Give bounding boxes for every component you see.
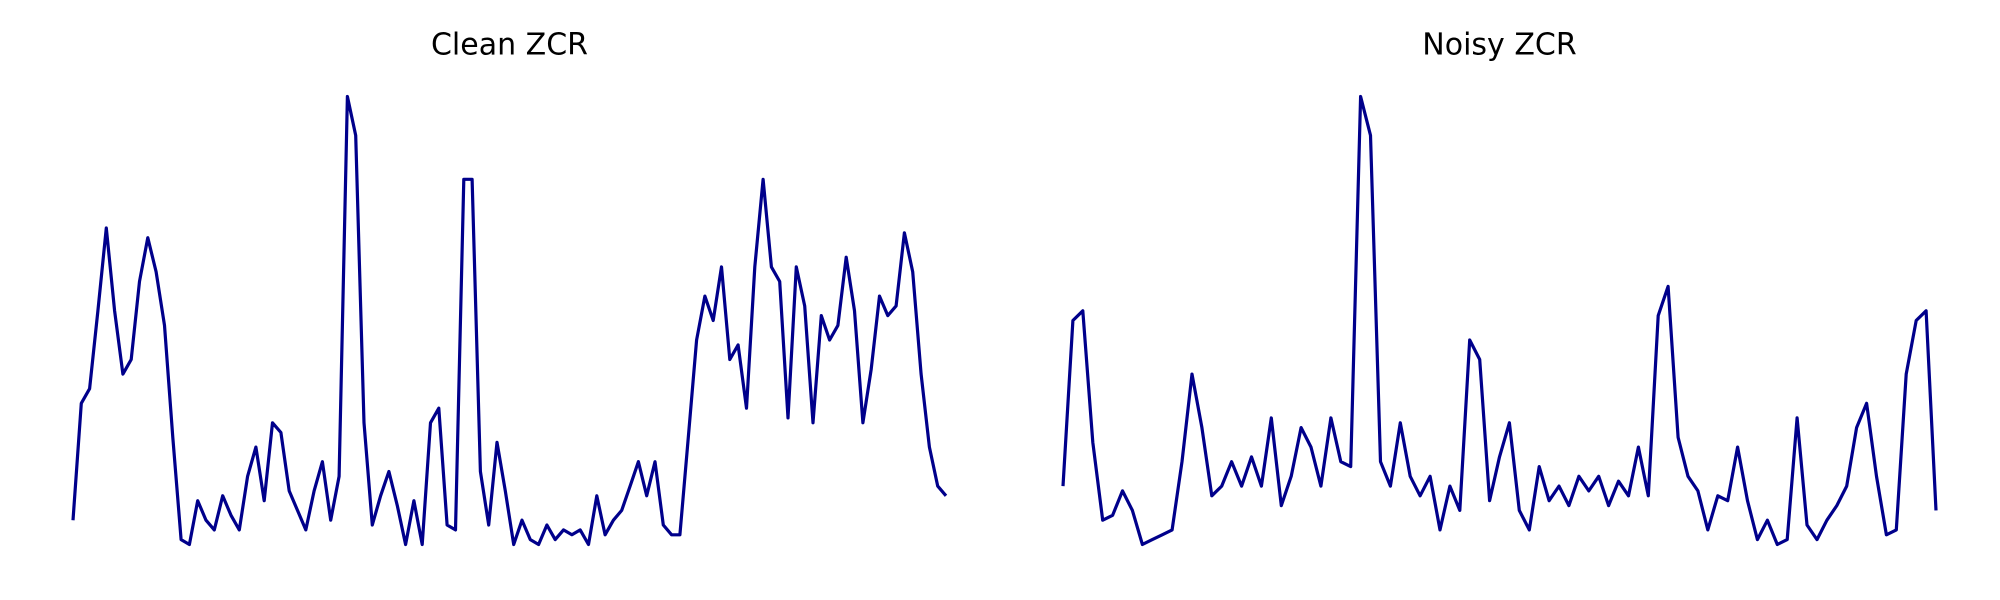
- chart-title: Noisy ZCR: [1422, 28, 1576, 63]
- chart-title: Clean ZCR: [431, 28, 588, 63]
- data-line: [1061, 94, 1938, 547]
- data-line: [71, 94, 948, 547]
